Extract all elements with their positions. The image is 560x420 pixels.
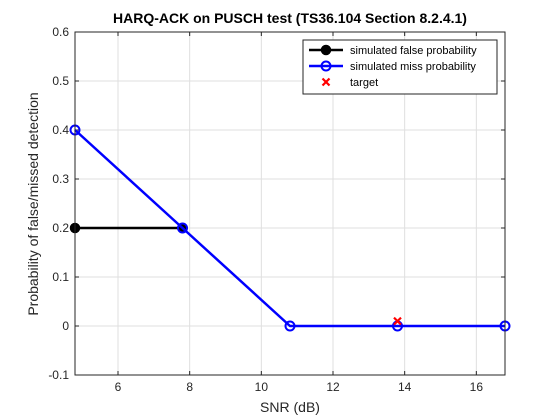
legend-marker <box>320 60 332 72</box>
legend-marker-stroke <box>321 77 331 87</box>
x-tick-label: 6 <box>115 380 122 394</box>
x-tick-label: 12 <box>326 380 340 394</box>
x-tick-label: 16 <box>470 380 484 394</box>
legend-item: simulated false probability <box>309 44 477 57</box>
x-tick-label: 8 <box>186 380 193 394</box>
y-tick-label: -0.1 <box>48 368 69 382</box>
data-point <box>284 320 296 332</box>
legend-item: simulated miss probability <box>309 60 476 73</box>
chart-title: HARQ-ACK on PUSCH test (TS36.104 Section… <box>113 10 467 26</box>
y-tick-label: 0.2 <box>52 221 69 235</box>
y-tick-label: 0.1 <box>52 270 69 284</box>
series-2 <box>393 316 402 326</box>
series-line <box>74 129 505 328</box>
legend-item: target <box>321 77 378 89</box>
data-point <box>393 316 402 326</box>
y-tick-label: 0.6 <box>52 25 69 39</box>
legend-label: simulated false probability <box>350 45 477 57</box>
x-tick-label: 14 <box>398 380 412 394</box>
ticks: 6 8 10 12 14 16 -0.1 0 0.1 0.2 0.3 0.4 0.5 0.6 <box>48 25 505 394</box>
plot-frame <box>74 31 506 376</box>
y-tick-label: 0.3 <box>52 172 69 186</box>
legend-label: target <box>350 77 378 89</box>
legend-label: simulated miss probability <box>350 61 476 73</box>
legend-marker <box>320 44 332 56</box>
y-tick-label: 0 <box>62 319 69 333</box>
y-axis-label: Probability of false/missed detection <box>25 92 41 315</box>
series-layer <box>69 124 511 332</box>
y-tick-label: 0.5 <box>52 74 69 88</box>
data-point-stroke <box>393 316 402 326</box>
data-point <box>177 222 188 234</box>
x-axis-label: SNR (dB) <box>260 399 320 415</box>
x-tick-label: 10 <box>255 380 269 394</box>
legend: simulated false probability simulated mis… <box>302 39 498 95</box>
y-tick-label: 0.4 <box>52 123 69 137</box>
legend-marker <box>321 77 331 87</box>
